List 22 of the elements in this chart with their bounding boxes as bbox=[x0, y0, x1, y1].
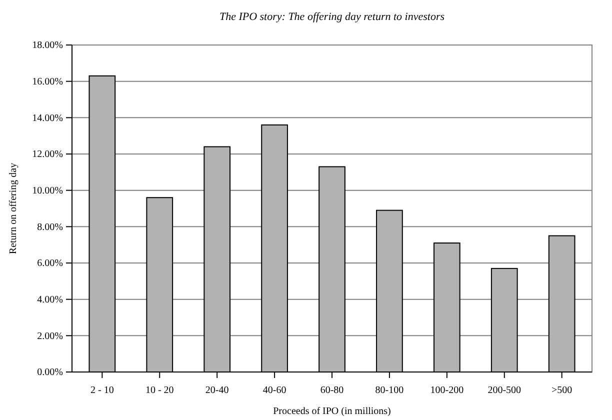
y-tick-label: 12.00% bbox=[32, 149, 63, 160]
x-tick-label: 40-60 bbox=[262, 385, 286, 396]
y-tick-label: 18.00% bbox=[32, 40, 63, 52]
y-tick-label: 2.00% bbox=[37, 330, 63, 342]
chart-title: The IPO story: The offering day return to investors bbox=[219, 11, 445, 23]
x-tick-label: 60-80 bbox=[320, 385, 344, 396]
x-axis-title: Proceeds of IPO (in millions) bbox=[273, 406, 391, 417]
y-tick-label: 16.00% bbox=[32, 76, 63, 88]
y-axis-title: Return on offering day bbox=[8, 162, 19, 254]
y-tick-label: 4.00% bbox=[37, 294, 63, 306]
y-tick-label: 10.00% bbox=[32, 186, 63, 197]
y-tick-label: 6.00% bbox=[37, 258, 63, 270]
x-tick-label: 100-200 bbox=[430, 385, 464, 396]
y-tick-label: 14.00% bbox=[32, 112, 63, 124]
x-tick-label: 10 - 20 bbox=[145, 385, 174, 396]
x-tick-label: >500 bbox=[552, 385, 572, 396]
x-tick-label: 2 - 10 bbox=[90, 385, 114, 396]
x-tick-label: 80-100 bbox=[375, 385, 404, 396]
x-tick-label: 20-40 bbox=[205, 385, 229, 396]
x-tick-label: 200-500 bbox=[488, 385, 522, 396]
y-tick-label: 8.00% bbox=[37, 222, 63, 233]
y-tick-label: 0.00% bbox=[37, 367, 63, 378]
